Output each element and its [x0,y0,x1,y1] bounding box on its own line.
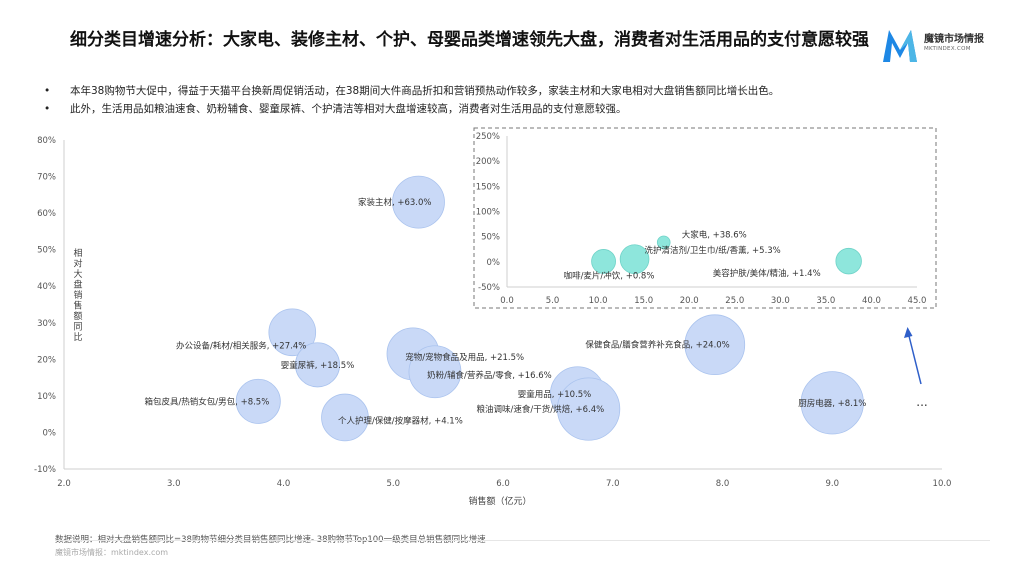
inset-x-tick-label: 30.0 [771,296,790,306]
page-title: 细分类目增速分析：大家电、装修主材、个护、母婴品类增速领先大盘，消费者对生活用品… [70,30,869,50]
x-tick-label: 6.0 [496,479,510,489]
inset-bubble-data-label: 洗护清洁剂/卫生巾/纸/香薰, +5.3% [645,245,781,256]
inset-x-tick-label: 25.0 [725,296,744,306]
data-note: 数据说明：相对大盘销售额同比=38购物节细分类目销售额同比增速- 38购物节To… [55,535,486,545]
inset-x-tick-label: 0.0 [500,296,514,306]
y-axis-title-char: 盘 [73,279,82,291]
bubble-data-label: 婴童尿裤, +18.5% [281,360,355,371]
y-tick-label: 40% [37,282,56,292]
summary-bullet: 本年38购物节大促中，得益于天猫平台换新周促销活动，在38期间大件商品折扣和营销… [44,82,944,100]
y-axis-title-char: 对 [73,258,82,270]
bubble-data-label: 厨房电器, +8.1% [798,398,866,409]
bubble-data-label: 宠物/宠物食品及用品, +21.5% [405,352,524,363]
inset-y-tick-label: -50% [478,283,500,293]
y-tick-label: 80% [37,136,56,146]
inset-arrow-line [908,335,922,385]
bubble-data-label: 办公设备/耗材/相关服务, +27.4% [176,340,306,351]
inset-x-tick-label: 15.0 [634,296,653,306]
y-tick-label: 10% [37,392,56,402]
inset-bubble-point [835,247,862,275]
bubble-data-label: 家装主材, +63.0% [358,197,432,208]
inset-bubble-point [619,244,650,274]
brand-logo: 魔镜市场情报 MKTINDEX.COM [880,26,1010,66]
y-axis-title-char: 比 [73,331,82,343]
bubble-point [557,377,621,441]
y-tick-label: 60% [37,209,56,219]
y-axis-title-char: 大 [73,268,82,280]
y-axis-title-char: 售 [73,300,82,312]
x-tick-label: 7.0 [606,479,620,489]
inset-x-tick-label: 40.0 [862,296,881,306]
bubble-data-label: 奶粉/辅食/营养品/零食, +16.6% [427,370,552,381]
y-tick-label: 20% [37,355,56,365]
inset-y-tick-label: 250% [476,132,500,142]
x-axis-title: 销售额（亿元） [468,495,531,507]
inset-x-tick-label: 20.0 [680,296,699,306]
inset-y-tick-label: 50% [481,233,500,243]
inset-x-tick-label: 35.0 [816,296,835,306]
summary-bullet: 此外，生活用品如粮油速食、奶粉辅食、婴童尿裤、个护清洁等相对大盘增速较高，消费者… [44,100,944,118]
footer-divider [55,540,990,541]
bubble-data-label: 婴童用品, +10.5% [518,389,592,400]
y-tick-label: -10% [34,465,56,475]
y-tick-label: 70% [37,173,56,183]
x-tick-label: 4.0 [277,479,291,489]
inset-x-tick-label: 5.0 [546,296,560,306]
bubble-point [268,308,317,357]
y-axis-title-char: 额 [73,310,82,322]
bubble-point [684,314,746,376]
y-axis-title-char: 同 [73,322,82,333]
x-tick-label: 9.0 [825,479,839,489]
logo-domain: MKTINDEX.COM [924,46,971,52]
inset-frame [473,127,937,309]
x-tick-label: 3.0 [167,479,181,489]
bubble-point [800,371,864,435]
bubble-point [235,378,281,424]
inset-bubble-point [656,235,671,250]
more-indicator: ... [916,395,927,409]
x-tick-label: 2.0 [57,479,71,489]
x-tick-label: 5.0 [386,479,400,489]
x-tick-label: 8.0 [716,479,730,489]
inset-bubble-data-label: 咖啡/麦片/冲饮, +0.8% [564,270,655,281]
footer-brand: 魔镜市场情报：mktindex.com [55,548,169,557]
logo-mark-icon [883,30,917,62]
inset-bubble-data-label: 美容护肤/美体/精油, +1.4% [713,268,821,279]
bubble-point [295,342,341,388]
y-tick-label: 0% [43,428,57,438]
bubble-point [392,175,445,229]
y-tick-label: 30% [37,319,56,329]
y-axis-title-char: 相 [73,247,82,259]
inset-bubble-point [591,249,616,274]
inset-y-tick-label: 100% [476,208,500,218]
summary-bullets: 本年38购物节大促中，得益于天猫平台换新周促销活动，在38期间大件商品折扣和营销… [44,82,944,118]
bubble-point [408,345,462,399]
logo-name: 魔镜市场情报 [924,34,984,45]
y-axis-title-char: 销 [73,289,82,301]
inset-x-tick-label: 45.0 [908,296,927,306]
inset-bubble-data-label: 大家电, +38.6% [682,229,747,240]
bubble-point [321,393,369,442]
inset-arrow-icon [904,327,913,338]
x-tick-label: 10.0 [933,479,952,489]
bubble-data-label: 个人护理/保健/按摩器材, +4.1% [338,415,463,426]
inset-y-tick-label: 200% [476,157,500,167]
y-tick-label: 50% [37,246,56,256]
inset-y-tick-label: 150% [476,182,500,192]
inset-y-tick-label: 0% [487,258,501,268]
bubble-data-label: 保健食品/膳食营养补充食品, +24.0% [585,340,729,351]
inset-x-tick-label: 10.0 [589,296,608,306]
bubble-data-label: 粮油调味/速食/干货/烘焙, +6.4% [476,404,604,415]
bubble-data-label: 箱包皮具/热销女包/男包, +8.5% [144,396,269,407]
